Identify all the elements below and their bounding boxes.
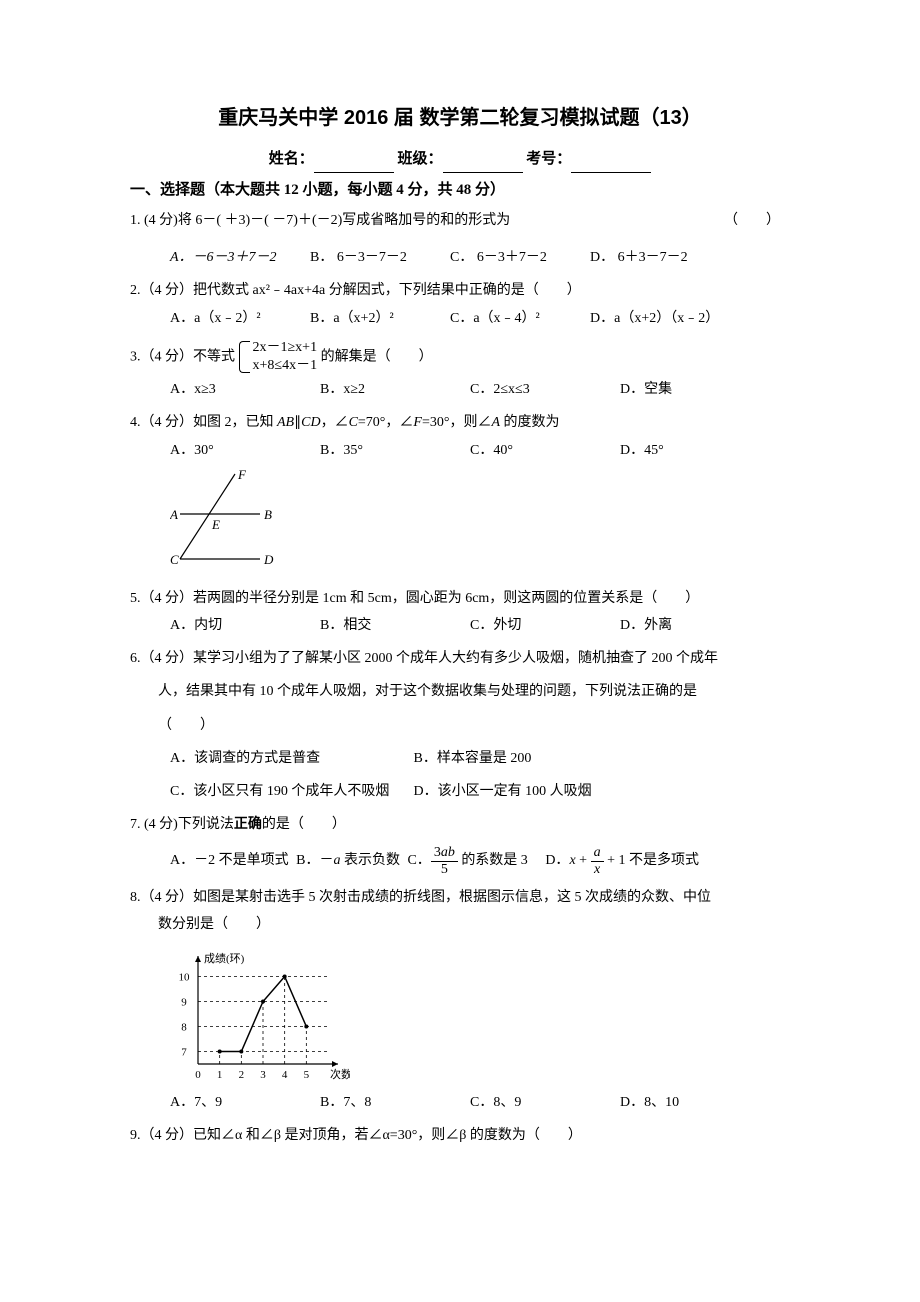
svg-text:4: 4 <box>282 1069 288 1081</box>
q1-optA: A．－6－3＋7－2 <box>170 245 280 270</box>
q1-optD: D． 6＋3－7－2 <box>590 245 700 270</box>
q3-eq1: 2x－1≥x+1 <box>253 339 318 357</box>
q5-optD: D．外离 <box>620 613 770 638</box>
q3-optC: C．2≤x≤3 <box>470 377 620 402</box>
svg-text:B: B <box>264 507 272 522</box>
q4-optC: C．40° <box>470 438 620 463</box>
svg-text:10: 10 <box>179 971 191 983</box>
svg-text:9: 9 <box>181 996 187 1008</box>
svg-text:2: 2 <box>239 1069 245 1081</box>
q1-options: A．－6－3＋7－2 B． 6－3－7－2 C． 6－3＋7－2 D． 6＋3－… <box>130 245 790 270</box>
q5-optB: B．相交 <box>320 613 470 638</box>
q1-optC: C． 6－3＋7－2 <box>450 245 560 270</box>
q4-optA: A．30° <box>170 438 320 463</box>
q3-optA: A．x≥3 <box>170 377 320 402</box>
svg-text:C: C <box>170 552 179 567</box>
q3-inequality-system: 2x－1≥x+1 x+8≤4x－1 <box>239 339 318 375</box>
question-6: 6.（4 分）某学习小组为了了解某小区 2000 个成年人大约有多少人吸烟，随机… <box>130 646 790 804</box>
q3-stem-prefix: 3.（4 分）不等式 <box>130 349 235 364</box>
q6-stem1: 6.（4 分）某学习小组为了了解某小区 2000 个成年人大约有多少人吸烟，随机… <box>130 646 790 671</box>
q7-options: A．－2 不是单项式 B．－a 表示负数 C．3ab5 的系数是 3 D．x +… <box>130 845 790 877</box>
name-label: 姓名： <box>269 151 314 167</box>
svg-text:5: 5 <box>304 1069 310 1081</box>
q4-optB: B．35° <box>320 438 470 463</box>
q5-optC: C．外切 <box>470 613 620 638</box>
q6-optD: D．该小区一定有 100 人吸烟 <box>414 784 592 799</box>
svg-text:0: 0 <box>195 1069 201 1081</box>
student-info-line: 姓名： 班级： 考号： <box>130 146 790 173</box>
question-8: 8.（4 分）如图是某射击选手 5 次射击成绩的折线图，根据图示信息，这 5 次… <box>130 885 790 1115</box>
q3-optD: D．空集 <box>620 377 770 402</box>
q8-options: A．7、9 B．7、8 C．8、9 D．8、10 <box>130 1090 790 1115</box>
q6-options: A．该调查的方式是普查 B．样本容量是 200 C．该小区只有 190 个成年人… <box>130 746 790 804</box>
q9-stem: 9.（4 分）已知∠α 和∠β 是对顶角，若∠α=30°，则∠β 的度数为（ ） <box>130 1123 790 1148</box>
question-7: 7. (4 分)下列说法正确的是（ ） A．－2 不是单项式 B．－a 表示负数… <box>130 812 790 877</box>
svg-text:3: 3 <box>260 1069 266 1081</box>
name-blank <box>314 158 394 173</box>
q6-optA: A．该调查的方式是普查 <box>170 746 410 771</box>
svg-text:1: 1 <box>217 1069 223 1081</box>
q3-eq2: x+8≤4x－1 <box>253 357 318 375</box>
q6-optC: C．该小区只有 190 个成年人不吸烟 <box>170 779 410 804</box>
q7-optB: B．－a 表示负数 <box>296 853 400 868</box>
question-1: 1. (4 分)将 6－( ＋3)－( －7)＋(－2)写成省略加号的和的形式为… <box>130 208 790 270</box>
q2-optC: C．a（x﹣4）² <box>450 306 560 331</box>
q8-stem2: 数分别是（ ） <box>130 912 790 937</box>
q2-optD: D．a（x+2）（x﹣2） <box>590 306 719 331</box>
q1-optB: B． 6－3－7－2 <box>310 245 420 270</box>
q5-optA: A．内切 <box>170 613 320 638</box>
q8-optA: A．7、9 <box>170 1090 320 1115</box>
question-5: 5.（4 分）若两圆的半径分别是 1cm 和 5cm，圆心距为 6cm，则这两圆… <box>130 586 790 638</box>
q2-optA: A．a（x﹣2）² <box>170 306 280 331</box>
q7-optC: C．3ab5 的系数是 3 <box>407 853 527 868</box>
q4-optD: D．45° <box>620 438 770 463</box>
svg-text:次数: 次数 <box>330 1067 350 1081</box>
q8-optC: C．8、9 <box>470 1090 620 1115</box>
q8-stem1: 8.（4 分）如图是某射击选手 5 次射击成绩的折线图，根据图示信息，这 5 次… <box>130 885 790 910</box>
q3-stem-suffix: 的解集是（ ） <box>321 349 433 364</box>
svg-text:F: F <box>237 469 247 482</box>
svg-text:成绩(环): 成绩(环) <box>204 952 245 965</box>
q5-stem: 5.（4 分）若两圆的半径分别是 1cm 和 5cm，圆心距为 6cm，则这两圆… <box>130 586 790 611</box>
q8-optD: D．8、10 <box>620 1090 770 1115</box>
q4-stem: 4.（4 分）如图 2，已知 AB∥CD，∠C=70°，∠F=30°，则∠A 的… <box>130 410 790 435</box>
q5-options: A．内切 B．相交 C．外切 D．外离 <box>130 613 790 638</box>
q1-blank-paren: （ ） <box>724 208 780 233</box>
section-1-header: 一、选择题（本大题共 12 小题，每小题 4 分，共 48 分） <box>130 177 790 204</box>
question-9: 9.（4 分）已知∠α 和∠β 是对顶角，若∠α=30°，则∠β 的度数为（ ） <box>130 1123 790 1148</box>
q7-optA: A．－2 不是单项式 <box>170 853 289 868</box>
q2-stem: 2.（4 分）把代数式 ax²﹣4ax+4a 分解因式，下列结果中正确的是（ ） <box>130 278 790 303</box>
svg-text:7: 7 <box>181 1046 187 1058</box>
q7-stem: 7. (4 分)下列说法正确的是（ ） <box>130 812 790 837</box>
question-3: 3.（4 分）不等式 2x－1≥x+1 x+8≤4x－1 的解集是（ ） A．x… <box>130 339 790 403</box>
q4-figure: A B C D E F <box>170 469 790 578</box>
q3-optB: B．x≥2 <box>320 377 470 402</box>
q8-chart: 7 8 9 10 0 1 2 3 4 5 成绩(环) 次数 <box>170 944 350 1084</box>
class-label: 班级： <box>397 151 442 167</box>
question-2: 2.（4 分）把代数式 ax²﹣4ax+4a 分解因式，下列结果中正确的是（ ）… <box>130 278 790 330</box>
q6-stem3: （ ） <box>130 713 790 738</box>
q3-options: A．x≥3 B．x≥2 C．2≤x≤3 D．空集 <box>130 377 790 402</box>
id-blank <box>571 158 651 173</box>
svg-text:8: 8 <box>181 1021 187 1033</box>
q6-optB: B．样本容量是 200 <box>414 751 532 766</box>
q2-optB: B．a（x+2）² <box>310 306 420 331</box>
q1-stem: 1. (4 分)将 6－( ＋3)－( －7)＋(－2)写成省略加号的和的形式为 <box>130 213 510 228</box>
q6-stem2: 人，结果其中有 10 个成年人吸烟，对于这个数据收集与处理的问题，下列说法正确的… <box>130 679 790 704</box>
page-title: 重庆马关中学 2016 届 数学第二轮复习模拟试题（13） <box>130 100 790 136</box>
id-label: 考号： <box>526 151 571 167</box>
svg-text:E: E <box>211 517 220 532</box>
class-blank <box>443 158 523 173</box>
question-4: 4.（4 分）如图 2，已知 AB∥CD，∠C=70°，∠F=30°，则∠A 的… <box>130 410 790 578</box>
q4-options: A．30° B．35° C．40° D．45° <box>130 438 790 463</box>
q8-optB: B．7、8 <box>320 1090 470 1115</box>
svg-text:A: A <box>170 507 178 522</box>
q2-options: A．a（x﹣2）² B．a（x+2）² C．a（x﹣4）² D．a（x+2）（x… <box>130 306 790 331</box>
q7-optD: D．x + ax + 1 不是多项式 <box>545 853 699 868</box>
svg-text:D: D <box>263 552 274 567</box>
